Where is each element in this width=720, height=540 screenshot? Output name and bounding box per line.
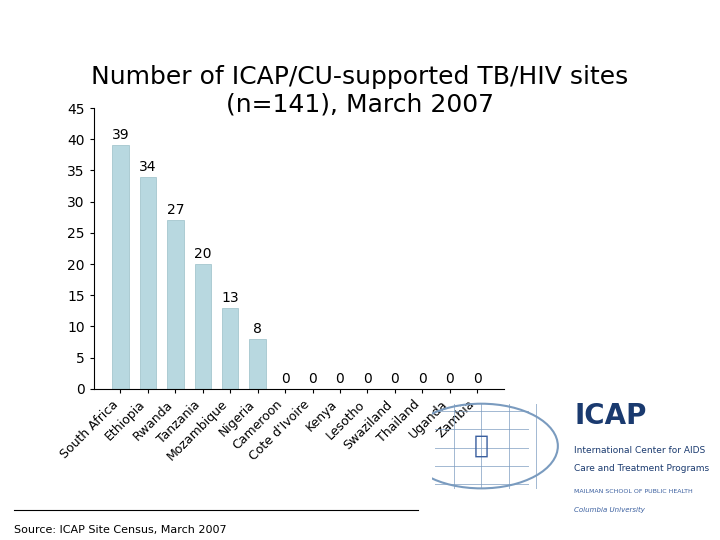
Text: 0: 0 (336, 372, 344, 386)
Text: 0: 0 (308, 372, 317, 386)
Text: International Center for AIDS: International Center for AIDS (575, 446, 706, 455)
Text: 13: 13 (222, 291, 239, 305)
Text: Source: ICAP Site Census, March 2007: Source: ICAP Site Census, March 2007 (14, 524, 227, 535)
Text: 0: 0 (418, 372, 427, 386)
Text: 20: 20 (194, 247, 212, 261)
Text: 27: 27 (166, 203, 184, 217)
Text: Care and Treatment Programs: Care and Treatment Programs (575, 464, 709, 473)
Text: 39: 39 (112, 129, 130, 143)
Bar (112, 145, 129, 389)
Bar (249, 339, 266, 389)
Bar (167, 220, 184, 389)
Bar (140, 177, 156, 389)
Text: ICAP: ICAP (575, 402, 647, 430)
Text: 0: 0 (363, 372, 372, 386)
Bar (194, 264, 211, 389)
Text: 0: 0 (390, 372, 399, 386)
Text: Columbia University: Columbia University (575, 507, 645, 512)
Text: 0: 0 (445, 372, 454, 386)
Text: Number of ICAP/CU-supported TB/HIV sites
(n=141), March 2007: Number of ICAP/CU-supported TB/HIV sites… (91, 65, 629, 117)
Text: MAILMAN SCHOOL OF PUBLIC HEALTH: MAILMAN SCHOOL OF PUBLIC HEALTH (575, 489, 693, 494)
Text: 8: 8 (253, 322, 262, 336)
Text: 34: 34 (139, 159, 157, 173)
Text: 0: 0 (473, 372, 482, 386)
Text: 0: 0 (281, 372, 289, 386)
Text: 👥: 👥 (474, 434, 489, 458)
Bar (222, 308, 238, 389)
